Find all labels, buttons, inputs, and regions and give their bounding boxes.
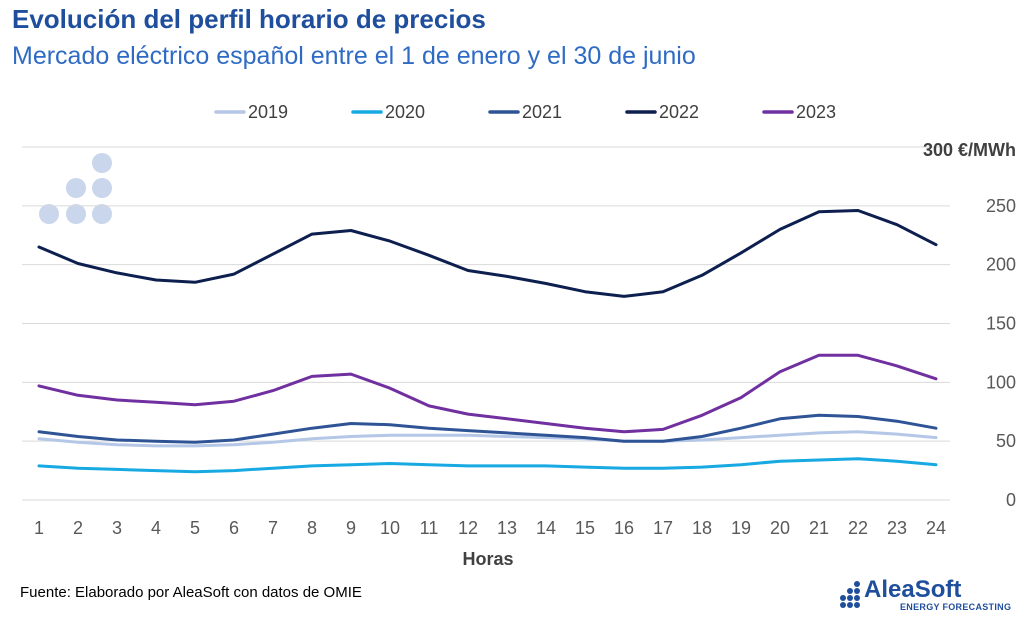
y-tick-label: 150 xyxy=(986,314,1016,334)
y-tick-label: 100 xyxy=(986,372,1016,392)
aleasoft-logo: AleaSoft ENERGY FORECASTING xyxy=(838,576,1018,616)
logo-dots-icon xyxy=(840,581,860,608)
x-axis: 1 2 3 4 5 6 7 8 9 10 11 12 13 14 15 16 17 18 19 20 21 22 23 24 xyxy=(34,518,946,538)
x-tick-label: 22 xyxy=(848,518,868,538)
x-tick-label: 13 xyxy=(497,518,517,538)
y-axis: 0 50 100 150 200 250 xyxy=(986,196,1016,510)
series-line-2020 xyxy=(37,457,938,474)
x-tick-label: 17 xyxy=(653,518,673,538)
series-line-2023 xyxy=(37,353,938,434)
x-tick-label: 19 xyxy=(731,518,751,538)
x-tick-label: 21 xyxy=(809,518,829,538)
x-tick-label: 5 xyxy=(190,518,200,538)
x-tick-label: 16 xyxy=(614,518,634,538)
source-note: Fuente: Elaborado por AleaSoft con datos… xyxy=(20,584,362,601)
logo-tagline: ENERGY FORECASTING xyxy=(900,602,1012,612)
x-tick-label: 1 xyxy=(34,518,44,538)
series-line-2022 xyxy=(37,209,938,298)
y-tick-label: 50 xyxy=(996,431,1016,451)
x-tick-label: 7 xyxy=(268,518,278,538)
x-tick-label: 23 xyxy=(887,518,907,538)
x-tick-label: 18 xyxy=(692,518,712,538)
logo-wordmark: AleaSoft xyxy=(864,576,962,603)
x-tick-label: 10 xyxy=(380,518,400,538)
legend-label-2021: 2021 xyxy=(522,102,562,122)
x-tick-label: 6 xyxy=(229,518,239,538)
series-line-2019 xyxy=(37,430,938,448)
x-tick-label: 11 xyxy=(420,518,439,538)
grid-lines xyxy=(22,146,950,501)
x-axis-title: Horas xyxy=(462,549,513,569)
legend: 2019 2020 2021 2022 2023 xyxy=(214,102,836,122)
y-tick-label: 200 xyxy=(986,255,1016,275)
legend-label-2019: 2019 xyxy=(248,102,288,122)
x-tick-label: 8 xyxy=(307,518,317,538)
y-tick-label: 0 xyxy=(1006,490,1016,510)
series-line-2021 xyxy=(37,413,938,444)
x-tick-label: 3 xyxy=(112,518,122,538)
x-tick-label: 14 xyxy=(536,518,556,538)
chart-subtitle: Mercado eléctrico español entre el 1 de … xyxy=(12,42,696,70)
chart-title: Evolución del perfil horario de precios xyxy=(12,4,486,34)
x-tick-label: 24 xyxy=(926,518,946,538)
x-tick-label: 20 xyxy=(770,518,790,538)
x-tick-label: 15 xyxy=(575,518,595,538)
x-tick-label: 2 xyxy=(73,518,83,538)
x-tick-label: 4 xyxy=(151,518,161,538)
legend-label-2023: 2023 xyxy=(796,102,836,122)
y-tick-label: 250 xyxy=(986,196,1016,216)
x-tick-label: 9 xyxy=(346,518,356,538)
x-tick-label: 12 xyxy=(458,518,478,538)
legend-label-2020: 2020 xyxy=(385,102,425,122)
legend-label-2022: 2022 xyxy=(659,102,699,122)
decorative-dots xyxy=(39,153,112,224)
series-lines xyxy=(37,209,938,474)
y-unit-label: 300 €/MWh xyxy=(923,140,1016,160)
